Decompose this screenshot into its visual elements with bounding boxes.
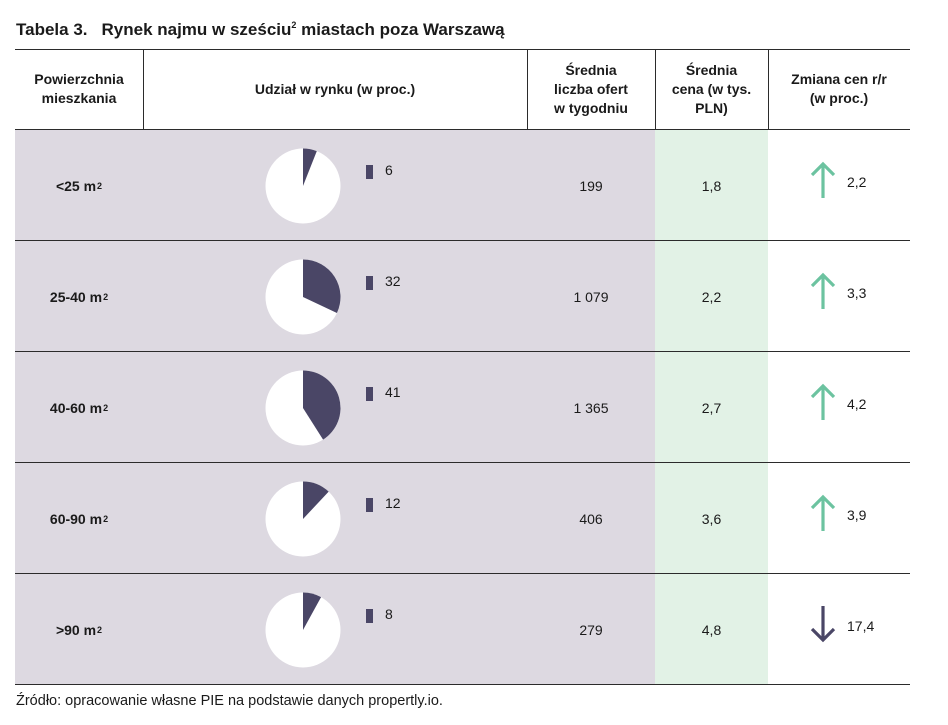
table-top-rule (15, 49, 910, 50)
size-unit-superscript: 2 (103, 291, 109, 302)
offers-value: 1 365 (573, 399, 609, 416)
table-title: Tabela 3. Rynek najmu w sześciu2 miastach… (16, 20, 505, 40)
price-column-highlight (655, 130, 768, 684)
header-divider (655, 49, 656, 129)
header-rule (15, 129, 910, 130)
offers-value: 199 (579, 177, 603, 194)
table-row: 40-60 m 2 41 1 365 2,7 4,2 (15, 352, 910, 463)
pie-slice (303, 592, 322, 630)
table-bottom-rule (15, 684, 910, 685)
arrow-up-icon (810, 161, 836, 198)
header-divider (527, 49, 528, 129)
source-note: Źródło: opracowanie własne PIE na podsta… (16, 693, 443, 709)
table-title-text: Rynek najmu w sześciu (101, 20, 292, 39)
price-value: 4,8 (701, 621, 722, 638)
arrow-up-icon (810, 383, 836, 420)
pie-slice (303, 259, 341, 313)
arrow-up-icon (810, 494, 836, 531)
table-title-text-end: miastach poza Warszawą (296, 20, 505, 39)
row-divider (15, 240, 910, 241)
size-unit-superscript: 2 (97, 624, 103, 635)
share-pie-chart (265, 592, 341, 668)
change-value: 17,4 (847, 618, 875, 634)
size-unit-superscript: 2 (103, 402, 109, 413)
share-value: 6 (385, 162, 393, 178)
offers-value: 279 (579, 621, 603, 638)
legend-swatch (366, 165, 373, 179)
header-offers: Średnia liczba ofert w tygodniu (554, 61, 628, 116)
header-price: Średnia cena (w tys. PLN) (671, 61, 752, 116)
offers-value: 1 079 (573, 288, 609, 305)
change-value: 4,2 (847, 396, 867, 412)
change-value: 3,3 (847, 285, 867, 301)
size-label: 25-40 m (49, 288, 103, 305)
row-divider (15, 573, 910, 574)
pie-slice (303, 481, 329, 519)
share-pie-chart (265, 148, 341, 224)
price-value: 2,2 (701, 288, 722, 305)
table-number: Tabela 3. (16, 20, 88, 39)
rental-market-table: Powierzchnia mieszkania Udział w rynku (… (15, 49, 910, 685)
arrow-up-icon (810, 272, 836, 309)
table-row: <25 m 2 6 199 1,8 2,2 (15, 130, 910, 241)
share-pie-chart (265, 481, 341, 557)
price-value: 1,8 (701, 177, 722, 194)
change-value: 3,9 (847, 507, 867, 523)
header-share: Udział w rynku (w proc.) (254, 80, 416, 97)
arrow-down-icon (810, 606, 836, 643)
table-row: 25-40 m 2 32 1 079 2,2 3,3 (15, 241, 910, 352)
share-pie-chart (265, 259, 341, 335)
table-row: 60-90 m 2 12 406 3,6 3,9 (15, 463, 910, 574)
legend-swatch (366, 609, 373, 623)
share-value: 41 (385, 384, 401, 400)
offers-value: 406 (579, 510, 603, 527)
share-pie-chart (265, 370, 341, 446)
row-divider (15, 462, 910, 463)
change-value: 2,2 (847, 174, 867, 190)
pie-slice (303, 370, 341, 440)
size-label: 60-90 m (49, 510, 103, 527)
row-divider (15, 351, 910, 352)
header-divider (143, 49, 144, 129)
share-value: 12 (385, 495, 401, 511)
title-footnote-mark: 2 (291, 20, 297, 30)
size-label: >90 m (55, 621, 97, 638)
header-divider (768, 49, 769, 129)
price-value: 2,7 (701, 399, 722, 416)
size-unit-superscript: 2 (103, 513, 109, 524)
size-unit-superscript: 2 (97, 180, 103, 191)
size-label: <25 m (55, 177, 97, 194)
pie-slice (303, 148, 317, 186)
size-label: 40-60 m (49, 399, 103, 416)
table-row: >90 m 2 8 279 4,8 17,4 (15, 574, 910, 685)
share-value: 8 (385, 606, 393, 622)
legend-swatch (366, 276, 373, 290)
price-value: 3,6 (701, 510, 722, 527)
header-size: Powierzchnia mieszkania (34, 71, 124, 106)
legend-swatch (366, 387, 373, 401)
share-value: 32 (385, 273, 401, 289)
legend-swatch (366, 498, 373, 512)
header-change: Zmiana cen r/r (w proc.) (791, 71, 887, 106)
